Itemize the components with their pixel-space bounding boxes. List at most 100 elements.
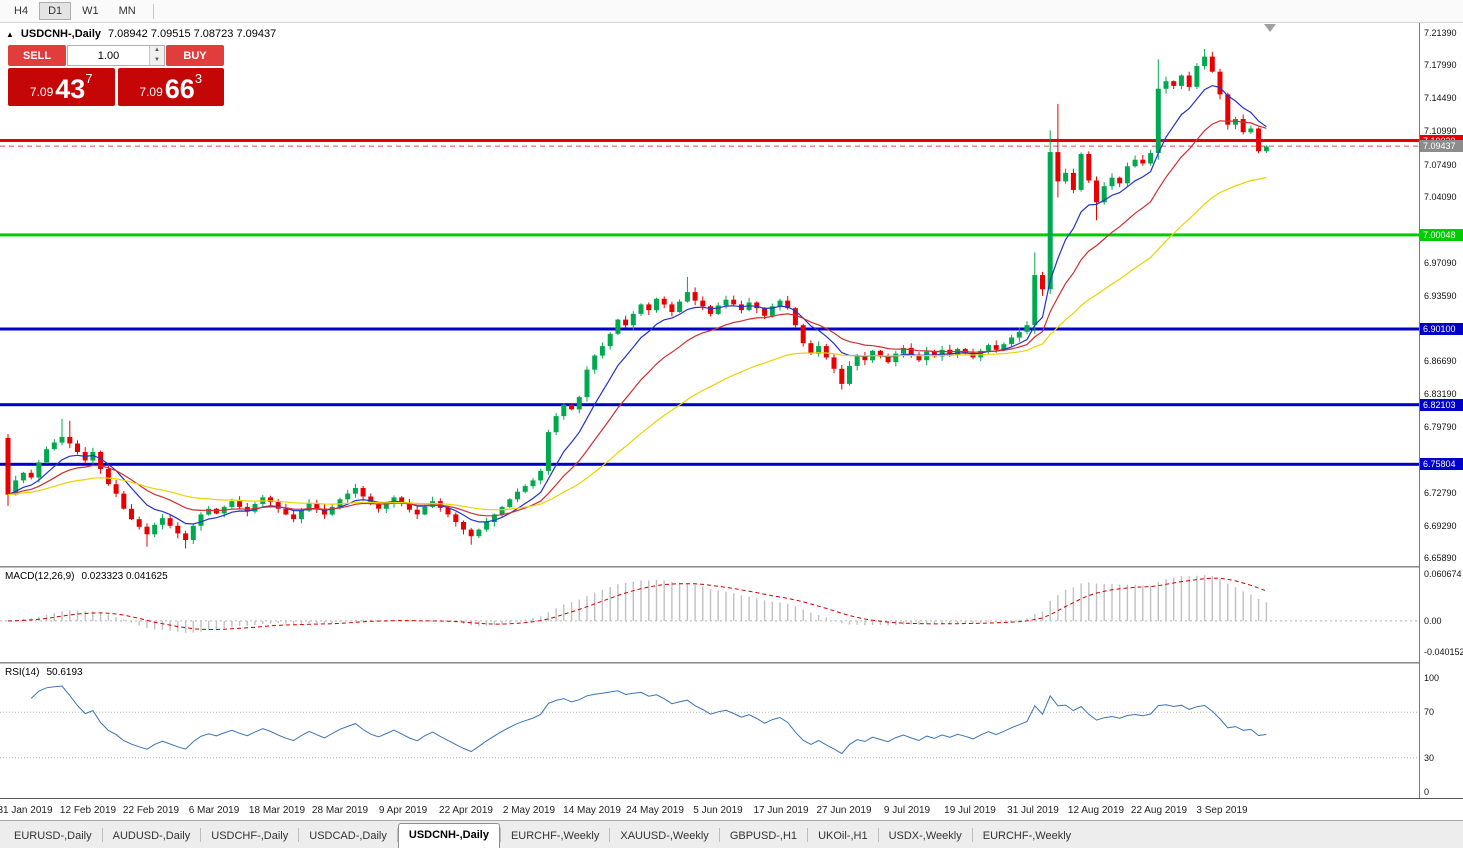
date-label: 18 Mar 2019 (248, 805, 306, 816)
tab-separator (807, 828, 809, 842)
sell-price-big: 43 (55, 74, 86, 104)
volume-increase-button[interactable]: ▲ (150, 46, 164, 56)
buy-button[interactable]: BUY (166, 45, 224, 66)
current-price-label: 7.09437 (1420, 140, 1463, 153)
date-label: 22 Aug 2019 (1130, 805, 1188, 816)
chart-symbol-period: USDCNH-,Daily (20, 28, 101, 40)
chart-tab-audusd-daily[interactable]: AUDUSD-,Daily (112, 830, 191, 842)
volume-input[interactable] (68, 46, 149, 65)
timeframe-button-h4[interactable]: H4 (5, 2, 37, 20)
tab-separator (609, 828, 611, 842)
volume-box: ▲ ▼ (67, 45, 165, 66)
level-price-label: 6.82103 (1420, 398, 1463, 411)
ma-slow-line (7, 176, 1267, 511)
date-label: 17 Jun 2019 (753, 805, 809, 816)
level-line-6.90100[interactable] (0, 327, 1419, 331)
price-tick: 6.72790 (1424, 487, 1457, 498)
date-label: 5 Jun 2019 (693, 805, 743, 816)
volume-decrease-button[interactable]: ▼ (150, 55, 164, 65)
rsi-line (30, 685, 1267, 755)
chart-ohlc-values: 7.08942 7.09515 7.08723 7.09437 (108, 28, 277, 40)
sell-price-button[interactable]: 7.09 43 7 (8, 68, 115, 106)
level-line-6.82103[interactable] (0, 403, 1419, 407)
one-click-trading-toggle-icon[interactable]: ▲ (6, 29, 14, 39)
macd-label: MACD(12,26,9) 0.023323 0.041625 (5, 571, 168, 582)
rsi-axis-tick: 30 (1424, 752, 1435, 763)
macd-axis-tick: 0.00 (1424, 615, 1442, 626)
rsi-panel[interactable]: RSI(14) 50.6193 (0, 664, 1419, 798)
macd-histogram (7, 575, 1268, 633)
buy-price-sup: 3 (194, 71, 203, 86)
date-label: 9 Apr 2019 (378, 805, 428, 816)
level-lines[interactable] (0, 139, 1419, 466)
chart-tab-xauusd-weekly[interactable]: XAUUSD-,Weekly (620, 830, 709, 842)
sell-button[interactable]: SELL (8, 45, 66, 66)
date-label: 12 Feb 2019 (59, 805, 117, 816)
timeframe-button-d1[interactable]: D1 (39, 2, 72, 20)
ma-fast-line (7, 84, 1267, 525)
sell-price-base: 7.09 (29, 85, 54, 99)
tab-separator (718, 828, 720, 842)
date-label: 3 Sep 2019 (1196, 805, 1248, 816)
time-axis[interactable]: 31 Jan 2019 12 Feb 2019 22 Feb 2019 6 Mar 2… (0, 798, 1463, 820)
macd-values: 0.023323 0.041625 (81, 571, 168, 582)
price-tick: 7.14490 (1424, 93, 1457, 104)
macd-panel[interactable]: MACD(12,26,9) 0.023323 0.041625 (0, 568, 1419, 662)
price-tick: 7.04090 (1424, 191, 1457, 202)
rsi-axis-tick: 0 (1424, 787, 1430, 797)
chart-tab-usdchf-daily[interactable]: USDCHF-,Daily (211, 830, 289, 842)
chart-tab-usdx-weekly[interactable]: USDX-,Weekly (888, 830, 962, 842)
timeframe-button-w1[interactable]: W1 (73, 2, 108, 20)
price-tick: 7.07490 (1424, 159, 1457, 170)
panel-splitter[interactable] (0, 662, 1463, 664)
chart-shift-marker[interactable] (1264, 24, 1276, 32)
level-line-7.00048[interactable] (0, 233, 1419, 237)
rsi-axis-tick: 70 (1424, 707, 1435, 718)
level-line-7.10029[interactable] (0, 139, 1419, 142)
date-label: 31 Jan 2019 (0, 805, 53, 816)
candlestick-chart (0, 24, 1419, 549)
price-tick: 6.97090 (1424, 257, 1457, 268)
macd-axis-tick: -0.040152 (1424, 646, 1463, 657)
tab-separator (101, 828, 103, 842)
chart-tab-usdcad-daily[interactable]: USDCAD-,Daily (309, 830, 387, 842)
volume-spinner: ▲ ▼ (149, 46, 164, 65)
candlestick-series (5, 49, 1269, 549)
chart-tab-eurchf-weekly[interactable]: EURCHF-,Weekly (510, 830, 600, 842)
chart-tab-ukoil-h1[interactable]: UKOil-,H1 (818, 830, 868, 842)
chart-tabs-bar: EURUSD-,Daily AUDUSD-,Daily USDCHF-,Daily U… (0, 820, 1463, 848)
chart-tab-gbpusd-h1[interactable]: GBPUSD-,H1 (729, 830, 798, 842)
date-label: 22 Feb 2019 (122, 805, 180, 816)
date-label: 24 May 2019 (626, 805, 684, 816)
macd-plot (0, 575, 1419, 633)
date-label: 22 Apr 2019 (439, 805, 493, 816)
chart-tab-eurchf-weekly[interactable]: EURCHF-,Weekly (982, 830, 1072, 842)
price-axis[interactable]: 7.21390 7.17990 7.14490 7.10990 7.07490 7.040… (1419, 23, 1463, 798)
price-tick: 6.69290 (1424, 520, 1457, 531)
tab-separator (971, 828, 973, 842)
level-line-6.75804[interactable] (0, 462, 1419, 466)
rsi-label: RSI(14) 50.6193 (5, 667, 83, 678)
buy-price-button[interactable]: 7.09 66 3 (117, 68, 224, 106)
date-label: 12 Aug 2019 (1067, 805, 1125, 816)
rsi-value: 50.6193 (46, 667, 83, 678)
date-label: 27 Jun 2019 (816, 805, 872, 816)
price-tick: 7.10990 (1424, 126, 1457, 137)
date-label: 28 Mar 2019 (311, 805, 369, 816)
price-tick: 7.17990 (1424, 60, 1457, 71)
macd-signal-line (7, 577, 1267, 630)
date-label: 31 Jul 2019 (1007, 805, 1059, 816)
price-tick: 6.93590 (1424, 291, 1457, 301)
timeframe-button-mn[interactable]: MN (110, 2, 145, 20)
price-tick: 6.83190 (1424, 389, 1457, 400)
price-tick: 6.86690 (1424, 356, 1457, 367)
toolbar-divider (152, 3, 154, 19)
tab-separator (200, 828, 202, 842)
macd-axis-tick: 0.060674 (1424, 569, 1462, 580)
chart-tab-eurusd-daily[interactable]: EURUSD-,Daily (14, 830, 92, 842)
date-label: 2 May 2019 (502, 805, 556, 816)
rsi-name: RSI(14) (5, 667, 40, 678)
chart-tab-usdcnh-daily[interactable]: USDCNH-,Daily (397, 823, 500, 848)
panel-splitter[interactable] (0, 566, 1463, 568)
price-chart[interactable]: ▲ USDCNH-,Daily 7.08942 7.09515 7.08723 … (0, 23, 1419, 566)
